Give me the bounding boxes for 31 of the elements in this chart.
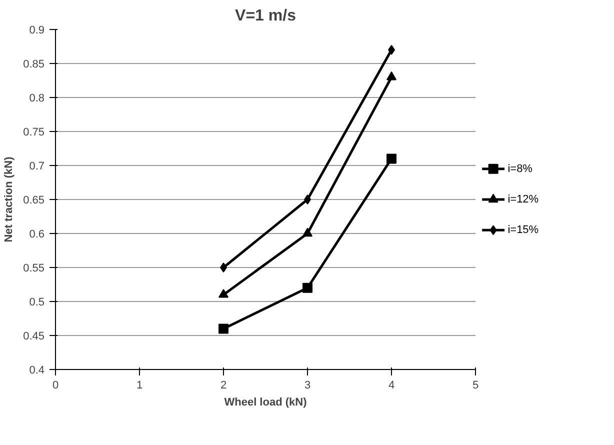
x-tick-label: 1: [136, 380, 143, 392]
x-tick-label: 4: [388, 380, 395, 392]
y-tick-label: 0.8: [29, 92, 45, 104]
y-tick-label: 0.85: [23, 58, 45, 70]
y-tick-label: 0.45: [23, 330, 45, 342]
point: [220, 262, 227, 272]
y-tick-label: 0.65: [23, 194, 45, 206]
point: [218, 289, 228, 298]
y-tick-label: 0.75: [23, 126, 45, 138]
point: [304, 194, 311, 204]
legend-label: i=12%: [508, 194, 539, 206]
y-tick-label: 0.6: [29, 228, 45, 240]
y-tick-label: 0.9: [29, 24, 45, 36]
y-tick-label: 0.5: [29, 296, 45, 308]
y-tick-label: 0.4: [29, 364, 45, 376]
legend-label: i=15%: [508, 224, 539, 236]
y-tick-label: 0.7: [29, 160, 45, 172]
x-axis-title: Wheel load (kN): [224, 396, 308, 408]
legend-label: i=8%: [508, 162, 533, 175]
x-tick-label: 5: [472, 380, 479, 392]
y-axis-title: Net traction (kN): [3, 156, 16, 242]
y-tick-label: 0.55: [23, 262, 45, 274]
point: [302, 228, 312, 237]
x-tick-label: 2: [220, 380, 227, 392]
chart-title: V=1 m/s: [235, 8, 296, 24]
x-tick-label: 3: [304, 380, 311, 392]
point: [302, 282, 312, 293]
point: [386, 154, 396, 164]
point: [386, 71, 396, 80]
x-tick-label: 0: [52, 380, 59, 392]
point: [218, 324, 228, 334]
